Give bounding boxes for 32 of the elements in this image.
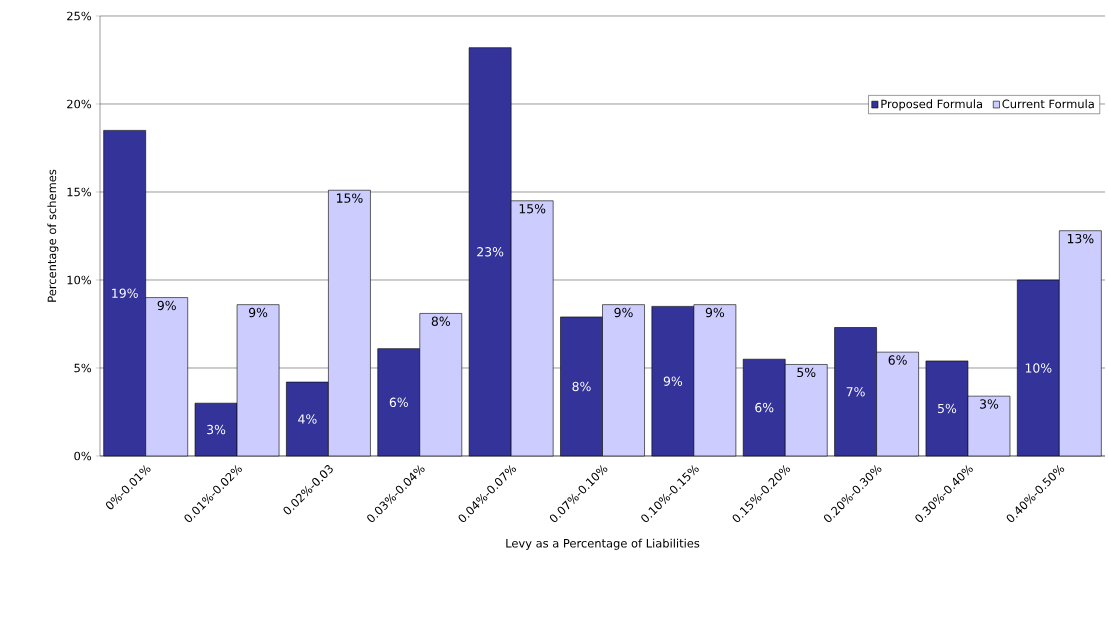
data-label: 8% xyxy=(572,381,591,392)
data-label: 6% xyxy=(389,397,408,408)
y-tick-label: 20% xyxy=(67,99,92,109)
data-label: 9% xyxy=(614,307,633,318)
data-label: 4% xyxy=(298,414,317,424)
data-label: 6% xyxy=(755,402,774,413)
data-label: 9% xyxy=(663,376,683,386)
data-label: 23% xyxy=(477,247,504,257)
data-label: 5% xyxy=(938,403,957,414)
y-tick-label: 0% xyxy=(74,451,92,461)
data-label: 3% xyxy=(207,424,226,435)
y-tick-label: 5% xyxy=(74,363,92,373)
data-label: 10% xyxy=(1025,363,1052,373)
y-axis-title: Percentage of schemes xyxy=(47,169,59,302)
data-label: 13% xyxy=(1067,233,1094,244)
data-label: 6% xyxy=(888,355,907,365)
data-label: 9% xyxy=(248,307,268,318)
data-label: 15% xyxy=(336,193,363,203)
legend-label: Current Formula xyxy=(1002,99,1094,109)
data-label: 19% xyxy=(112,288,138,298)
y-tick-label: 25% xyxy=(67,11,92,21)
data-label: 7% xyxy=(846,387,865,397)
legend-label: Proposed Formula xyxy=(881,99,982,111)
data-label: 9% xyxy=(157,300,176,311)
data-label: 15% xyxy=(519,203,546,214)
x-axis-title: Levy as a Percentage of Liabilities xyxy=(506,538,700,550)
data-label: 9% xyxy=(705,307,725,318)
y-tick-label: 10% xyxy=(67,275,92,285)
data-label: 8% xyxy=(431,316,450,327)
data-label: 5% xyxy=(797,367,816,378)
y-tick-label: 15% xyxy=(67,187,92,197)
data-label: 3% xyxy=(980,399,999,409)
